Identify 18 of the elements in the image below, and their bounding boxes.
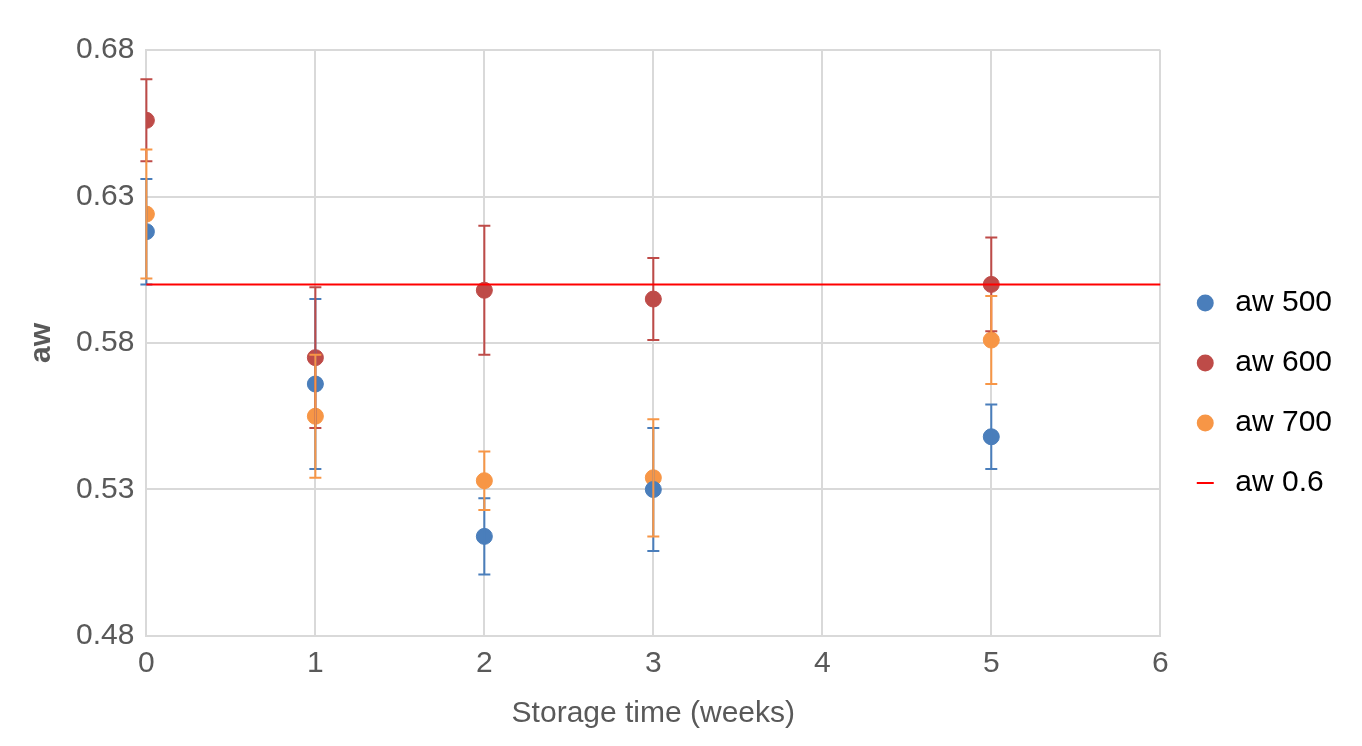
legend-label: aw 0.6	[1235, 464, 1324, 498]
legend-label: aw 500	[1235, 284, 1333, 318]
y-tick-label: 0.53	[76, 470, 135, 504]
x-tick-label: 3	[644, 645, 662, 679]
x-tick-label: 2	[476, 645, 493, 679]
x-tick-label: 1	[307, 645, 324, 679]
x-tick-label: 0	[138, 645, 155, 679]
y-axis-title: aw	[23, 322, 57, 364]
x-tick-label: 4	[813, 645, 831, 679]
y-tick-label: 0.68	[76, 31, 135, 65]
y-tick-label: 0.63	[76, 177, 135, 211]
x-axis-title: Storage time (weeks)	[511, 695, 796, 729]
y-tick-label: 0.48	[76, 617, 135, 651]
x-tick-label: 5	[982, 645, 1000, 679]
legend-label: aw 600	[1235, 344, 1333, 378]
legend-label: aw 700	[1235, 404, 1333, 438]
x-tick-label: 6	[1151, 645, 1169, 679]
y-tick-label: 0.58	[76, 324, 135, 358]
